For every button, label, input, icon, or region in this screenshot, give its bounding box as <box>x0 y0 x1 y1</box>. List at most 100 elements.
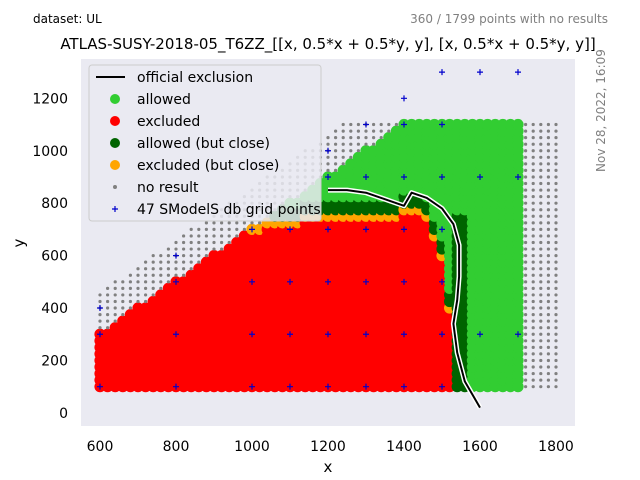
point-no-result <box>98 299 102 304</box>
point-no-result <box>546 188 551 192</box>
grid-point-marker <box>439 278 445 285</box>
point-no-result <box>554 293 558 297</box>
grid-point-marker <box>477 173 483 180</box>
point-no-result <box>189 247 193 251</box>
point-no-result <box>531 385 535 389</box>
point-no-result <box>531 221 535 225</box>
legend-box <box>88 64 322 222</box>
point-no-result <box>546 208 551 212</box>
point-no-result <box>128 286 132 290</box>
chart-title: ATLAS-SUSY-2018-05_T6ZZ_[[x, 0.5*x + 0.5… <box>60 35 595 54</box>
grid-point-marker <box>363 383 369 390</box>
point-no-result <box>524 385 528 389</box>
point-no-result <box>554 267 558 271</box>
point-no-result <box>387 122 391 127</box>
point-no-result <box>189 260 193 264</box>
point-no-result <box>539 162 543 166</box>
y-tick-label: 1200 <box>32 91 68 107</box>
point-no-result <box>182 247 186 251</box>
point-no-result <box>554 227 558 231</box>
point-no-result <box>539 371 543 376</box>
point-no-result <box>174 267 178 271</box>
point-no-result <box>524 214 528 218</box>
point-no-result <box>531 247 535 251</box>
point-no-result <box>554 306 558 310</box>
point-no-result <box>372 122 376 127</box>
x-tick-label: 1400 <box>386 439 422 455</box>
point-no-result <box>166 254 170 258</box>
point-no-result <box>554 385 558 389</box>
point-no-result <box>151 254 155 258</box>
point-no-result <box>531 378 535 382</box>
grid-point-marker <box>249 331 255 338</box>
point-no-result <box>546 136 551 140</box>
point-no-result <box>144 267 148 271</box>
point-no-result <box>334 142 338 146</box>
point-no-result <box>334 136 338 140</box>
point-no-result <box>524 240 528 245</box>
grid-point-marker <box>477 331 483 338</box>
point-no-result <box>539 240 543 245</box>
point-no-result <box>539 247 543 251</box>
point-no-result <box>151 273 155 277</box>
point-no-result <box>546 293 551 297</box>
grid-point-marker <box>515 331 521 338</box>
legend: official exclusion allowed excluded allowed… <box>88 64 322 222</box>
point-no-result <box>531 240 535 245</box>
point-no-result <box>334 129 338 133</box>
x-tick-label: 1600 <box>462 439 498 455</box>
point-no-result <box>372 129 376 133</box>
point-no-result <box>524 122 528 127</box>
point-no-result <box>182 267 186 271</box>
point-no-result <box>531 254 535 258</box>
legend-marker-dot <box>110 160 120 170</box>
grid-point-marker <box>401 121 407 128</box>
point-no-result <box>98 293 102 297</box>
point-no-result <box>341 162 345 166</box>
point-no-result <box>539 273 543 277</box>
point-no-result <box>379 136 383 140</box>
point-no-result <box>212 234 216 238</box>
point-no-result <box>235 227 239 231</box>
legend-marker-dot <box>110 116 120 126</box>
point-no-result <box>546 254 551 258</box>
point-no-result <box>546 299 551 304</box>
point-no-result <box>554 195 558 199</box>
point-no-result <box>166 260 170 264</box>
point-no-result <box>546 234 551 238</box>
legend-label: official exclusion <box>137 70 253 86</box>
point-no-result <box>539 385 543 389</box>
point-no-result <box>524 129 528 133</box>
point-no-result <box>326 155 330 159</box>
points-note: 360 / 1799 points with no results <box>410 12 608 26</box>
grid-point-marker <box>325 226 331 233</box>
point-no-result <box>189 227 193 231</box>
point-no-result <box>546 326 551 330</box>
point-no-result <box>128 280 132 284</box>
point-no-result <box>539 339 543 343</box>
grid-point-marker <box>287 331 293 338</box>
point-no-result <box>554 273 558 277</box>
grid-point-marker <box>439 69 445 76</box>
point-no-result <box>531 306 535 310</box>
dataset-label: dataset: UL <box>33 12 102 26</box>
point-no-result <box>106 319 110 323</box>
point-no-result <box>326 168 330 173</box>
point-no-result <box>197 240 201 245</box>
point-no-result <box>554 352 558 356</box>
point-no-result <box>113 299 117 304</box>
point-no-result <box>539 365 543 369</box>
point-no-result <box>546 214 551 218</box>
point-no-result <box>539 155 543 159</box>
point-no-result <box>539 358 543 363</box>
point-no-result <box>106 326 110 330</box>
x-tick-label: 600 <box>87 439 114 455</box>
point-no-result <box>258 221 262 225</box>
point-no-result <box>326 162 330 166</box>
point-no-result <box>159 267 163 271</box>
point-no-result <box>524 332 528 336</box>
grid-point-marker <box>401 226 407 233</box>
exclusion-curve-line <box>328 189 481 409</box>
point-no-result <box>531 136 535 140</box>
point-no-result <box>531 168 535 173</box>
